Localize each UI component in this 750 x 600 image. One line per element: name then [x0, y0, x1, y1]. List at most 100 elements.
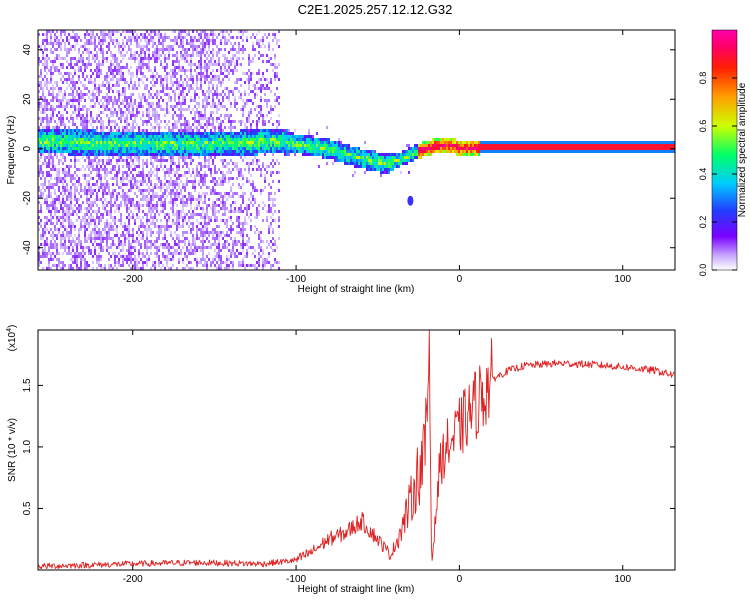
heatmap-cell: [230, 102, 232, 105]
heatmap-cell: [174, 186, 176, 189]
heatmap-cell: [96, 96, 98, 99]
heatmap-cell: [164, 36, 166, 39]
heatmap-cell: [208, 48, 210, 51]
heatmap-cell: [164, 165, 166, 168]
heatmap-cell: [50, 87, 52, 90]
heatmap-cell: [114, 201, 116, 204]
heatmap-cell: [50, 228, 52, 231]
heatmap-cell: [204, 108, 206, 111]
heatmap-cell: [132, 183, 134, 186]
heatmap-cell: [220, 42, 222, 45]
heatmap-cell: [148, 192, 150, 195]
heatmap-cell: [126, 195, 128, 198]
heatmap-cell: [106, 144, 108, 147]
figure-title: C2E1.2025.257.12.12.G32: [298, 2, 453, 17]
heatmap-cell: [130, 249, 132, 252]
heatmap-cell: [230, 153, 232, 156]
heatmap-cell: [242, 111, 244, 114]
heatmap-cell: [104, 153, 106, 156]
heatmap-cell: [50, 216, 52, 219]
heatmap-cell: [98, 153, 100, 156]
heatmap-cell: [110, 192, 112, 195]
heatmap-cell: [56, 126, 58, 129]
heatmap-cell: [180, 174, 182, 177]
heatmap-cell: [162, 51, 164, 54]
heatmap-cell: [122, 30, 124, 33]
heatmap-cell: [106, 204, 108, 207]
heatmap-cell: [176, 36, 178, 39]
heatmap-cell: [150, 183, 152, 186]
heatmap-cell: [160, 243, 162, 246]
heatmap-cell: [80, 69, 82, 72]
heatmap-cell: [214, 177, 216, 180]
heatmap-cell: [62, 156, 64, 159]
heatmap-cell: [124, 201, 126, 204]
heatmap-cell: [176, 189, 178, 192]
heatmap-cell: [52, 165, 54, 168]
heatmap-cell: [168, 141, 170, 144]
heatmap-cell: [160, 159, 162, 162]
heatmap-cell: [80, 189, 82, 192]
heatmap-cell: [52, 63, 54, 66]
heatmap-cell: [132, 246, 134, 249]
heatmap-cell: [192, 195, 194, 198]
heatmap-cell: [148, 108, 150, 111]
heatmap-cell: [124, 144, 126, 147]
heatmap-cell: [208, 87, 210, 90]
heatmap-cell: [236, 60, 238, 63]
heatmap-cell: [150, 228, 152, 231]
heatmap-cell: [130, 138, 132, 141]
heatmap-cell: [100, 219, 102, 222]
heatmap-cell: [196, 213, 198, 216]
heatmap-cell: [78, 168, 80, 171]
heatmap-cell: [166, 123, 168, 126]
heatmap-cell: [54, 126, 56, 129]
heatmap-cell: [160, 144, 162, 147]
heatmap-cell: [228, 192, 230, 195]
heatmap-cell: [66, 171, 68, 174]
heatmap-cell: [42, 78, 44, 81]
heatmap-cell: [88, 135, 90, 138]
heatmap-cell: [194, 177, 196, 180]
heatmap-cell: [54, 69, 56, 72]
heatmap-cell: [252, 135, 254, 138]
heatmap-cell: [44, 45, 46, 48]
heatmap-cell: [150, 75, 152, 78]
heatmap-cell: [106, 180, 108, 183]
heatmap-cell: [58, 171, 60, 174]
heatmap-cell: [126, 225, 128, 228]
heatmap-cell: [208, 204, 210, 207]
heatmap-cell: [226, 147, 228, 150]
heatmap-cell: [84, 120, 86, 123]
heatmap-cell: [184, 57, 186, 60]
heatmap-cell: [182, 246, 184, 249]
heatmap-cell: [230, 216, 232, 219]
heatmap-cell: [64, 30, 66, 33]
heatmap-cell: [190, 54, 192, 57]
heatmap-cell: [156, 48, 158, 51]
heatmap-cell: [118, 69, 120, 72]
heatmap-cell: [154, 213, 156, 216]
heatmap-cell: [86, 201, 88, 204]
heatmap-cell: [150, 30, 152, 33]
heatmap-cell: [124, 78, 126, 81]
heatmap-cell: [128, 105, 130, 108]
heatmap-cell: [178, 174, 180, 177]
heatmap-cell: [230, 57, 232, 60]
heatmap-cell: [154, 126, 156, 129]
heatmap-cell: [222, 141, 224, 144]
heatmap-cell: [108, 30, 110, 33]
heatmap-cell: [170, 99, 172, 102]
heatmap-cell: [72, 105, 74, 108]
heatmap-cell: [238, 216, 240, 219]
heatmap-cell: [74, 96, 76, 99]
heatmap-cell: [44, 144, 46, 147]
heatmap-cell: [140, 69, 142, 72]
heatmap-cell: [156, 132, 158, 135]
heatmap-cell: [166, 255, 168, 258]
heatmap-cell: [74, 57, 76, 60]
heatmap-cell: [188, 249, 190, 252]
heatmap-cell: [192, 234, 194, 237]
heatmap-cell: [112, 192, 114, 195]
heatmap-cell: [194, 93, 196, 96]
